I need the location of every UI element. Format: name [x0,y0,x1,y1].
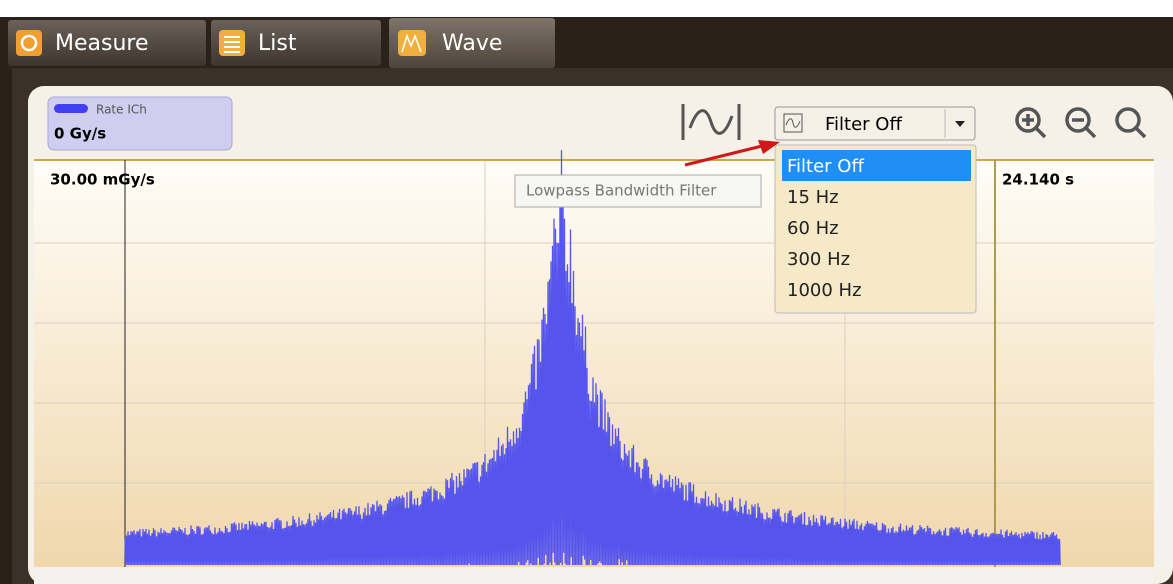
tooltip-text: Lowpass Bandwidth Filter [526,182,717,200]
legend-name: Rate ICh [96,103,147,117]
y-label: 30.00 mGy/s [50,171,155,189]
time-label: 24.140 s [1002,171,1074,189]
filter-icon[interactable] [681,104,741,140]
tab-label: List [258,31,297,56]
annotation-arrow [684,144,763,167]
zoom-icons[interactable] [1015,107,1147,139]
tab[interactable]: List [211,20,381,66]
top-strip [0,0,1173,17]
legend-value: 0 Gy/s [54,125,106,143]
menu-option[interactable]: 1000 Hz [787,280,862,301]
tab[interactable]: Wave [389,18,555,68]
menu-option[interactable]: 300 Hz [787,249,850,270]
dropdown-value: Filter Off [825,114,902,135]
dropdown-menu: Filter Off 15 Hz 60 Hz 300 Hz 1000 Hz [774,144,977,314]
waveform [124,150,1061,566]
tab-label: Wave [442,31,502,56]
legend[interactable]: Rate ICh 0 Gy/s [47,96,233,151]
v-scrollbar[interactable] [1154,160,1173,567]
menu-option[interactable]: 60 Hz [787,218,839,239]
menu-option[interactable]: Filter Off [787,156,864,177]
tab[interactable]: Measure [8,20,206,66]
filter-dropdown[interactable]: Filter Off [774,106,976,141]
h-scrollbar[interactable] [34,567,1154,584]
annotation-arrow-head [758,140,780,154]
tab-label: Measure [55,31,149,56]
menu-option[interactable]: 15 Hz [787,187,839,208]
tooltip: Lowpass Bandwidth Filter [514,174,762,208]
